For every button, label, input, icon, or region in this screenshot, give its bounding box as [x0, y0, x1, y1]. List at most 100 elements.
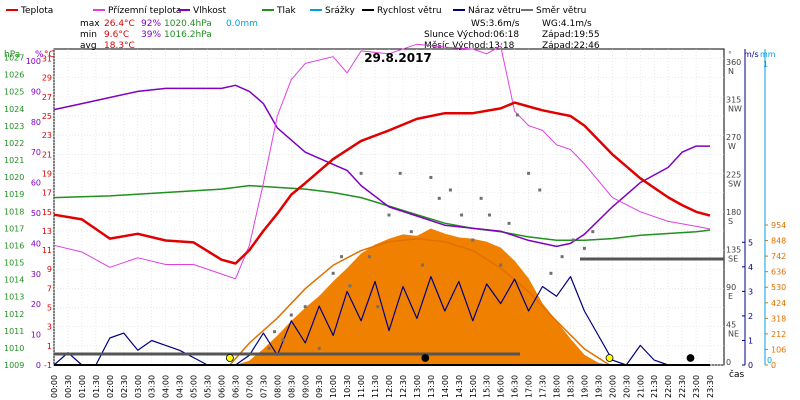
direction-tick-label: 360	[726, 58, 741, 67]
humidity-line	[53, 84, 710, 248]
wind-axis-unit: m/s	[744, 50, 759, 59]
solar-area	[235, 228, 610, 365]
sunset-info: Západ:19:55	[542, 30, 600, 40]
celsius-tick-label: 17	[42, 189, 52, 198]
hpa-tick-label: 1016	[4, 241, 24, 250]
x-tick-label: 20:00	[608, 375, 617, 398]
x-tick-label: 23:00	[692, 375, 701, 398]
x-tick-label: 01:30	[92, 375, 101, 398]
celsius-tick-label: 7	[47, 284, 52, 293]
wind-direction-point	[367, 255, 371, 259]
x-tick-label: 19:00	[580, 375, 589, 398]
solar-tick-label: 318	[771, 314, 786, 323]
hpa-tick-label: 1019	[4, 190, 24, 199]
celsius-tick-label: 29	[42, 74, 52, 83]
x-tick-label: 14:00	[441, 375, 450, 398]
x-tick-label: 17:30	[539, 375, 548, 398]
lines-layer	[53, 43, 724, 366]
celsius-tick-label: 25	[42, 112, 52, 121]
wind-direction-point	[437, 196, 441, 200]
wind-tick-label: 1	[748, 336, 753, 345]
hpa-tick-label: 1018	[4, 207, 24, 216]
celsius-tick-label: -1	[44, 361, 52, 370]
ground-temperature-line	[53, 43, 711, 280]
x-tick-label: 05:00	[190, 375, 199, 398]
x-tick-label: 15:00	[469, 375, 478, 398]
x-tick-label: 13:00	[413, 375, 422, 398]
legend-label: Náraz větru	[468, 6, 521, 16]
stats-min-label: min	[80, 30, 97, 40]
wind-direction-point	[359, 171, 363, 175]
wind-direction-point	[273, 330, 277, 334]
direction-axis-unit: °	[728, 50, 732, 59]
hpa-tick-label: 1013	[4, 293, 24, 302]
wind-direction-point	[515, 113, 519, 117]
right-axes: °360N315NW270W225SW180S135SE90E45NE0m/s5…	[726, 49, 786, 370]
solar-tick-label: 212	[771, 330, 786, 339]
sunrise-info: Slunce Východ:06:18	[424, 30, 519, 40]
celsius-tick-label: 11	[42, 246, 52, 255]
x-axis: 00:00 00:30 01:00 01:30 02:00 02:30 03:00 03:30…	[50, 369, 744, 398]
humidity-axis-unit: %	[35, 50, 44, 60]
stats-block: max 26.4°C 92% 1020.4hPa 0.0mm min 9.6°C…	[80, 19, 258, 51]
points-layer	[267, 113, 595, 350]
direction-tick-label: 315	[726, 96, 741, 105]
celsius-tick-label: 23	[42, 131, 52, 140]
x-tick-label: 01:00	[78, 375, 87, 398]
wind-direction-point	[267, 346, 271, 350]
humidity-tick-label: 10	[31, 331, 41, 340]
direction-cardinal-label: SE	[728, 255, 738, 264]
left-axes: hPa% °C1027102610251024102310221021102010…	[4, 50, 55, 370]
x-tick-label: 18:30	[566, 375, 575, 398]
direction-tick-label: 180	[726, 208, 741, 217]
solar-tick-label: 742	[771, 252, 786, 261]
x-tick-label: 02:00	[106, 375, 115, 398]
celsius-axis-unit: °C	[44, 50, 55, 60]
humidity-tick-label: 70	[31, 148, 41, 157]
stats-max-temp: 26.4°C	[104, 19, 135, 29]
x-tick-label: 02:30	[120, 375, 129, 398]
wind-direction-point	[331, 271, 335, 275]
chart-title: 29.8.2017	[364, 51, 432, 65]
x-tick-label: 04:30	[176, 375, 185, 398]
direction-tick-label: 0	[726, 358, 731, 367]
legend-label: Vlhkost	[193, 6, 226, 16]
hpa-tick-label: 1024	[4, 105, 24, 114]
hpa-tick-label: 1012	[4, 310, 24, 319]
humidity-tick-label: 30	[31, 270, 41, 279]
solar-tick-label: 424	[771, 299, 786, 308]
x-tick-label: 17:00	[525, 375, 534, 398]
events-layer	[225, 354, 695, 362]
stats-min-temp: 9.6°C	[104, 30, 129, 40]
x-tick-label: 18:00	[553, 375, 562, 398]
moonrise-info: Měsíc Východ:13:18	[424, 41, 515, 51]
hpa-tick-label: 1010	[4, 344, 24, 353]
x-tick-label: 23:30	[706, 375, 715, 398]
stats-max-label: max	[80, 19, 100, 29]
hpa-tick-label: 1021	[4, 156, 24, 165]
hpa-tick-label: 1026	[4, 71, 24, 80]
direction-tick-label: 270	[726, 133, 741, 142]
humidity-tick-label: 80	[31, 118, 41, 127]
wind-tick-label: 0	[748, 361, 753, 370]
x-tick-label: 04:00	[162, 375, 171, 398]
celsius-tick-label: 15	[42, 208, 52, 217]
x-tick-label: 14:30	[455, 375, 464, 398]
humidity-tick-label: 60	[31, 179, 41, 188]
x-tick-label: 08:30	[287, 375, 296, 398]
direction-tick-label: 90	[726, 283, 736, 292]
direction-tick-label: 45	[726, 321, 736, 330]
x-tick-label: 11:00	[357, 375, 366, 398]
direction-tick-label: 225	[726, 171, 741, 180]
wind-direction-point	[591, 230, 595, 234]
legend-label: Směr větru	[536, 6, 586, 16]
wind-gust-info: WG:4.1m/s	[542, 19, 592, 29]
wind-direction-point	[281, 338, 285, 342]
hpa-tick-label: 1020	[4, 173, 24, 182]
x-tick-label: 03:30	[148, 375, 157, 398]
hpa-tick-label: 1009	[4, 361, 24, 370]
legend-label: Přízemní teplota	[108, 6, 181, 16]
wind-direction-point	[499, 263, 503, 267]
hpa-tick-label: 1015	[4, 259, 24, 268]
